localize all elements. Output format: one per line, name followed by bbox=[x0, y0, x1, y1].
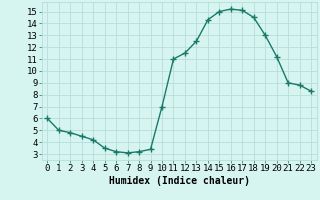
X-axis label: Humidex (Indice chaleur): Humidex (Indice chaleur) bbox=[109, 176, 250, 186]
